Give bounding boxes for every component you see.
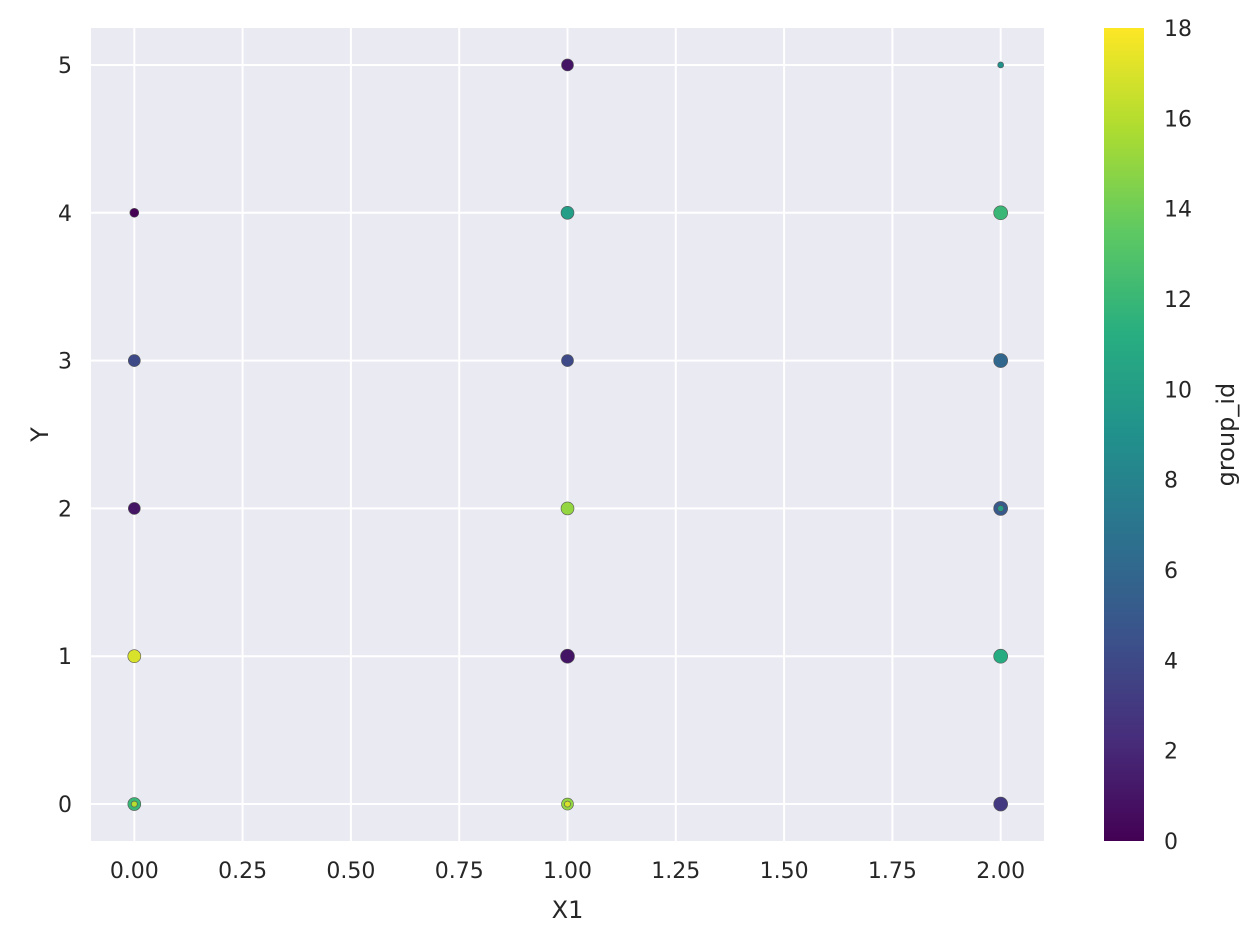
data-point xyxy=(128,502,141,515)
data-point xyxy=(560,501,575,516)
colorbar-tick-label: 6 xyxy=(1164,559,1178,584)
x-axis-ticks: 0.00 0.25 0.50 0.75 1.00 1.25 1.50 1.75 2.00 xyxy=(110,859,1025,884)
data-point xyxy=(993,796,1008,812)
colorbar-tick-label: 12 xyxy=(1164,288,1192,313)
x-tick-label: 0.00 xyxy=(110,859,159,884)
x-tick-label: 0.75 xyxy=(435,859,484,884)
colorbar-label: group_id xyxy=(1212,383,1240,487)
colorbar-tick-label: 10 xyxy=(1164,378,1192,403)
data-point xyxy=(560,205,575,220)
y-axis-ticks: 0 1 2 3 4 5 xyxy=(58,54,72,818)
data-point xyxy=(993,648,1008,664)
data-point xyxy=(129,207,140,218)
x-tick-label: 0.50 xyxy=(326,859,375,884)
x-tick-label: 1.25 xyxy=(651,859,700,884)
colorbar xyxy=(1104,28,1144,841)
colorbar-tick-label: 18 xyxy=(1164,17,1192,42)
colorbar-ticks: 0 2 4 6 8 10 12 14 16 18 xyxy=(1164,17,1192,855)
x-tick-label: 1.75 xyxy=(868,859,917,884)
colorbar-tick-label: 14 xyxy=(1164,198,1192,223)
y-tick-label: 0 xyxy=(58,793,72,818)
y-tick-label: 3 xyxy=(58,350,72,375)
colorbar-tick-label: 4 xyxy=(1164,649,1178,674)
x-tick-label: 0.25 xyxy=(218,859,267,884)
colorbar-tick-label: 8 xyxy=(1164,469,1178,494)
data-point xyxy=(127,649,142,664)
y-tick-label: 4 xyxy=(58,202,72,227)
data-point xyxy=(564,800,571,808)
data-point xyxy=(993,353,1008,368)
data-point xyxy=(560,648,575,664)
data-point xyxy=(128,354,141,367)
data-point xyxy=(561,58,574,72)
y-tick-label: 5 xyxy=(58,54,72,79)
x-tick-label: 1.00 xyxy=(543,859,592,884)
y-tick-label: 2 xyxy=(58,497,72,522)
data-point xyxy=(993,205,1008,221)
colorbar-tick-label: 2 xyxy=(1164,740,1178,765)
data-point xyxy=(997,505,1004,512)
data-point xyxy=(997,61,1004,69)
x-tick-label: 2.00 xyxy=(976,859,1025,884)
colorbar-tick-label: 16 xyxy=(1164,107,1192,132)
x-tick-label: 1.50 xyxy=(760,859,809,884)
data-point xyxy=(561,354,574,367)
data-point xyxy=(131,800,138,808)
y-tick-label: 1 xyxy=(58,645,72,670)
y-axis-label: Y xyxy=(26,427,54,443)
x-axis-label: X1 xyxy=(552,896,584,924)
data-points xyxy=(127,58,1008,812)
colorbar-tick-label: 0 xyxy=(1164,830,1178,855)
